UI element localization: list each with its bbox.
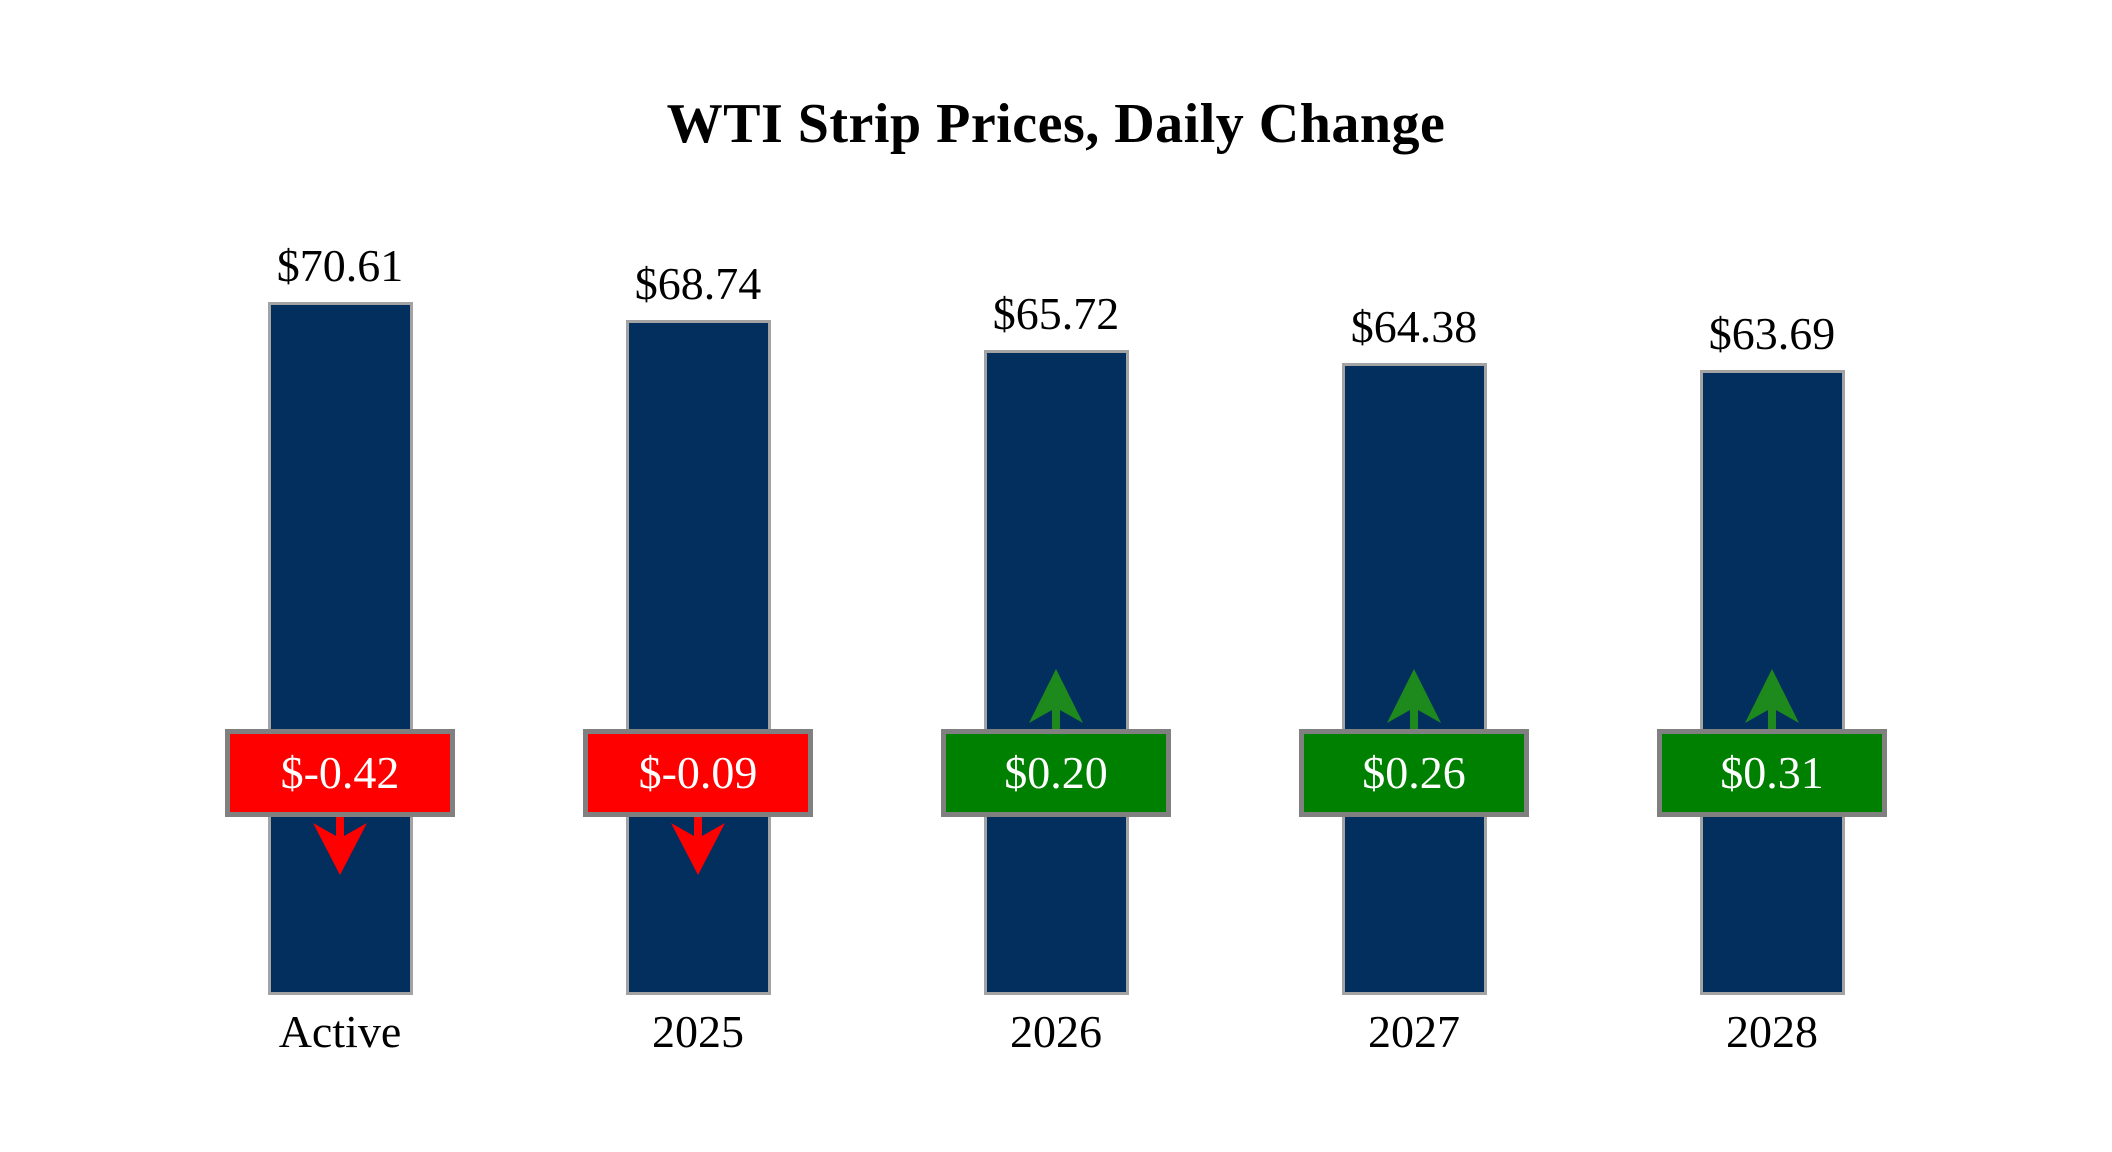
chart-title: WTI Strip Prices, Daily Change: [666, 93, 1446, 155]
price-bar: [625, 320, 771, 995]
category-label: Active: [278, 1006, 402, 1057]
arrow-down-icon: [313, 815, 367, 875]
category-label: 2028: [1726, 1006, 1818, 1057]
price-label: $68.74: [634, 258, 762, 309]
price-label: $70.61: [276, 240, 404, 291]
price-label: $64.38: [1350, 301, 1478, 352]
price-label: $63.69: [1708, 308, 1836, 359]
change-badge: $0.20: [941, 729, 1171, 817]
category-label: 2025: [652, 1006, 744, 1057]
category-label: 2026: [1010, 1006, 1102, 1057]
arrow-down-icon: [671, 815, 725, 875]
change-badge: $-0.42: [225, 729, 455, 817]
change-badge: $-0.09: [583, 729, 813, 817]
change-badge: $0.26: [1299, 729, 1529, 817]
price-label: $65.72: [992, 288, 1120, 339]
category-label: 2027: [1368, 1006, 1460, 1057]
arrow-up-icon: [1029, 669, 1083, 731]
price-bar: [267, 302, 413, 995]
change-badge: $0.31: [1657, 729, 1887, 817]
arrow-up-icon: [1387, 669, 1441, 731]
arrow-up-icon: [1745, 669, 1799, 731]
